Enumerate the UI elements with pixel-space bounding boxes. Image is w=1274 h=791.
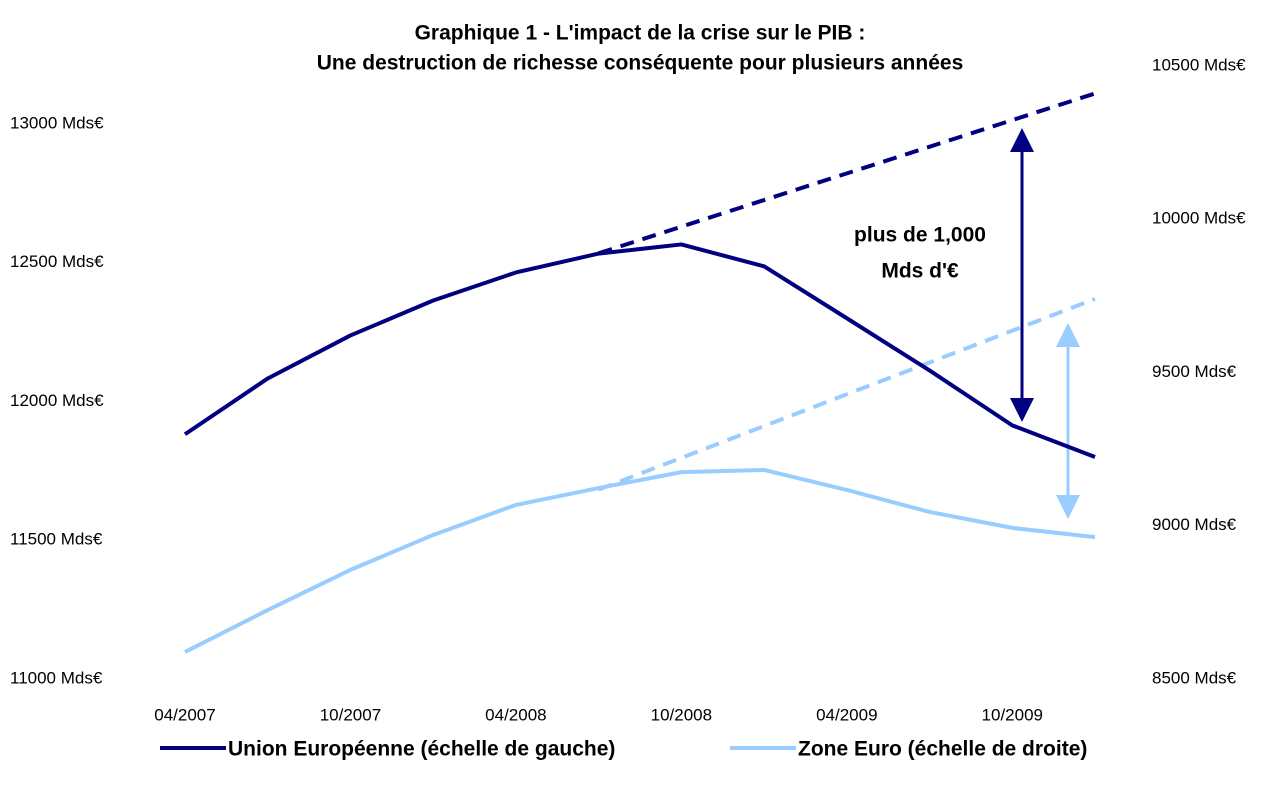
y-tick-label: 11500 Mds€ bbox=[10, 530, 103, 549]
trend-line bbox=[598, 91, 1096, 256]
legend-label: Zone Euro (échelle de droite) bbox=[798, 738, 1087, 761]
annotation: Mds d'€ bbox=[881, 260, 959, 283]
data-line bbox=[183, 242, 1096, 459]
annotation: plus de 1,000 bbox=[854, 224, 986, 247]
x-tick-label: 10/2007 bbox=[320, 705, 381, 724]
data-line bbox=[184, 467, 1096, 654]
x-tick-label: 10/2009 bbox=[982, 705, 1043, 724]
x-tick-label: 04/2007 bbox=[154, 705, 215, 724]
x-tick-label: 10/2008 bbox=[651, 705, 712, 724]
trend-line bbox=[597, 297, 1096, 492]
y-tick-label: 12000 Mds€ bbox=[10, 391, 104, 410]
y2-tick-label: 9000 Mds€ bbox=[1152, 515, 1237, 534]
x-tick-label: 04/2009 bbox=[816, 705, 877, 724]
y2-tick-label: 9500 Mds€ bbox=[1152, 362, 1237, 381]
legend-label: Union Européenne (échelle de gauche) bbox=[228, 738, 615, 761]
y2-tick-label: 10000 Mds€ bbox=[1152, 209, 1246, 228]
chart-title: Une destruction de richesse conséquente … bbox=[317, 52, 964, 75]
y-tick-label: 13000 Mds€ bbox=[10, 113, 104, 132]
y2-tick-label: 10500 Mds€ bbox=[1152, 55, 1246, 74]
chart-title: Graphique 1 - L'impact de la crise sur l… bbox=[415, 22, 866, 45]
x-tick-label: 04/2008 bbox=[485, 705, 546, 724]
y-tick-label: 11000 Mds€ bbox=[10, 668, 103, 687]
y-tick-label: 12500 Mds€ bbox=[10, 252, 104, 271]
y2-tick-label: 8500 Mds€ bbox=[1152, 668, 1237, 687]
